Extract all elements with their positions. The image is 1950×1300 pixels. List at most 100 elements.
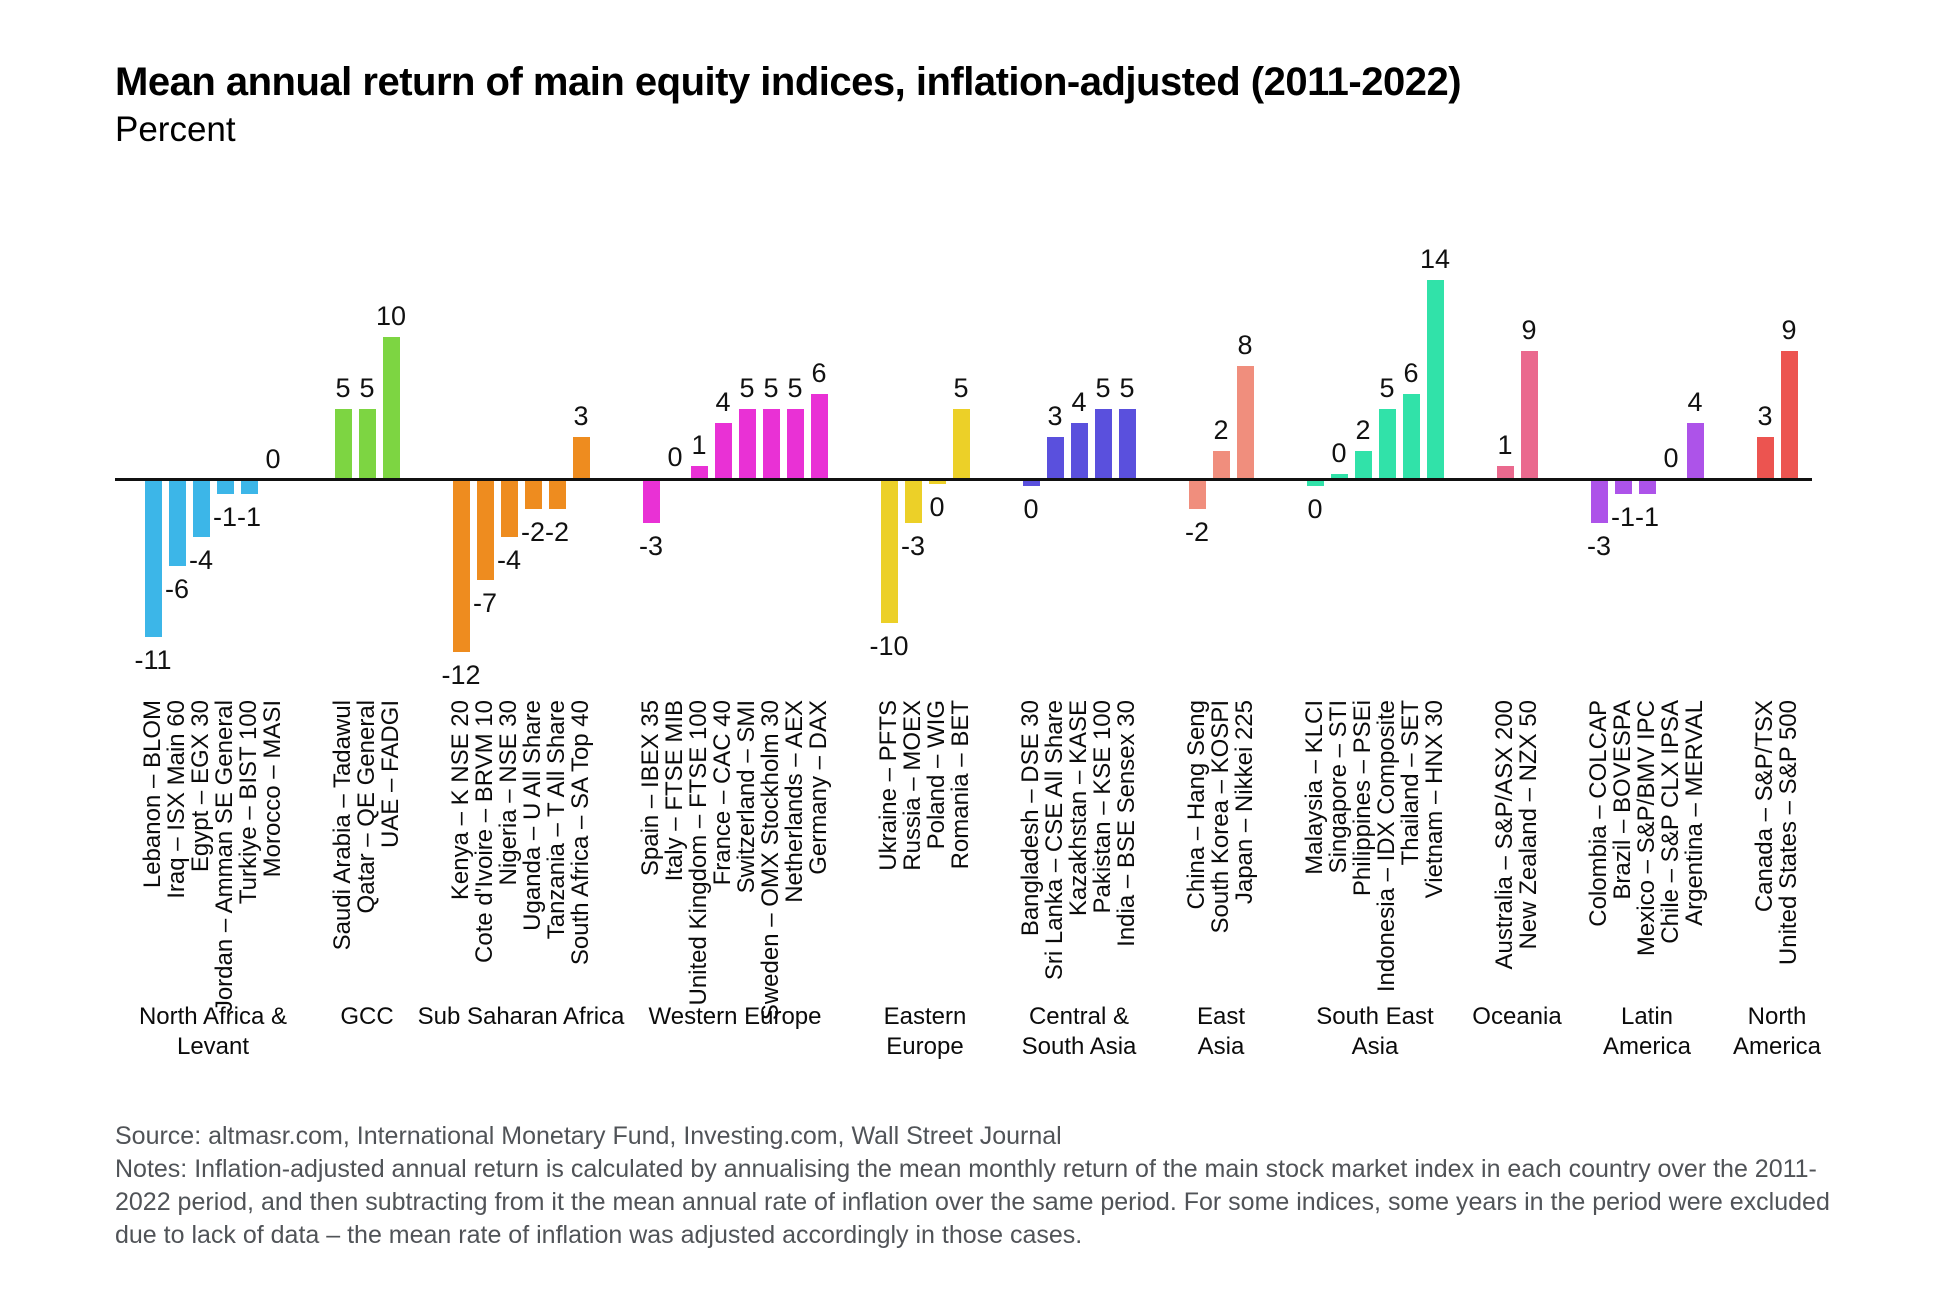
chart-title: Mean annual return of main equity indice… (115, 60, 1462, 104)
region-label-line: Levant (176, 1033, 250, 1060)
bar (928, 480, 946, 484)
value-label: 5 (1095, 372, 1111, 403)
bar (1118, 408, 1136, 480)
country-label-text: New Zealand – NZX 50 (1515, 700, 1542, 950)
value-label: 0 (1023, 494, 1039, 525)
value-label: -4 (188, 545, 213, 576)
region-label: Latin America (1517, 1002, 1777, 1062)
bar (762, 408, 780, 480)
region-label-line: South East (1316, 1003, 1434, 1030)
bar (1756, 437, 1774, 480)
value-label: 2 (1213, 415, 1229, 446)
region-label-line: South Asia (1021, 1033, 1137, 1060)
country-label: United States – S&P 500 (1775, 700, 1803, 965)
value-label: 10 (375, 301, 407, 331)
bar (240, 480, 258, 495)
value-label: -7 (472, 588, 497, 619)
value-label: -4 (496, 545, 521, 576)
bar (1520, 351, 1538, 480)
bar (1354, 451, 1372, 480)
bar (904, 480, 922, 523)
bar (1094, 408, 1112, 480)
bar (1046, 437, 1064, 480)
chart-subtitle: Percent (115, 110, 236, 149)
bar (1378, 408, 1396, 480)
value-label: 5 (763, 372, 779, 403)
bar (358, 408, 376, 480)
region-label: Eastern Europe (795, 1002, 1055, 1062)
value-label: 4 (715, 386, 731, 417)
bar (548, 480, 566, 509)
country-label: India – BSE Sensex 30 (1113, 700, 1141, 947)
value-label: -2 (544, 516, 569, 547)
bar (1070, 422, 1088, 480)
value-label: 14 (1419, 243, 1451, 274)
value-label: 1 (1497, 429, 1513, 460)
bar (1426, 279, 1444, 480)
value-label: 0 (1307, 494, 1323, 525)
value-label: -3 (638, 530, 663, 561)
value-label: -12 (441, 659, 481, 690)
bar (1402, 394, 1420, 480)
bar (334, 408, 352, 480)
value-label: -3 (1586, 530, 1611, 561)
country-label: Romania – BET (947, 700, 975, 869)
value-label: 5 (953, 372, 969, 403)
value-label: -1 (212, 502, 237, 533)
region-label-line: Western Europe (648, 1003, 822, 1030)
bar (1236, 365, 1254, 480)
bar (1330, 473, 1348, 480)
region-label: East Asia (1091, 1002, 1351, 1062)
bar (1590, 480, 1608, 523)
value-label: -1 (236, 502, 261, 533)
region-label-line: Central & (1028, 1003, 1130, 1030)
region-label-line: Oceania (1472, 1003, 1562, 1030)
region-label: Central & South Asia (949, 1002, 1209, 1062)
country-label-text: UAE – FADGI (377, 700, 404, 849)
value-label: 1 (691, 429, 707, 460)
value-label: -1 (1634, 502, 1659, 533)
region-label: Oceania (1387, 1002, 1647, 1032)
value-label: 3 (1047, 401, 1063, 432)
bar (714, 422, 732, 480)
value-label: 5 (787, 372, 803, 403)
bar (738, 408, 756, 480)
region-label: North Africa & Levant (83, 1002, 343, 1062)
region-label: Western Europe (605, 1002, 865, 1032)
region-label-line: Asia (1351, 1033, 1399, 1060)
value-label: 5 (359, 372, 375, 403)
region-label-line: North (1747, 1003, 1807, 1030)
region-label: Sub Saharan Africa (391, 1002, 651, 1032)
country-label-text: Morocco – MASI (259, 700, 286, 878)
bar (1188, 480, 1206, 509)
value-label: 8 (1237, 329, 1253, 360)
value-label: -11 (134, 645, 172, 676)
bar (524, 480, 542, 509)
value-label: 3 (1757, 401, 1773, 432)
value-label: 0 (1331, 437, 1347, 468)
country-label-text: United States – S&P 500 (1775, 700, 1802, 966)
bar (476, 480, 494, 581)
bar (1638, 480, 1656, 495)
value-label: 0 (929, 491, 945, 522)
value-label: 0 (667, 441, 683, 472)
bar (786, 408, 804, 480)
value-label: 2 (1355, 415, 1371, 446)
value-label: 5 (1379, 372, 1395, 403)
bar (1022, 480, 1040, 487)
country-label-text: Romania – BET (947, 700, 974, 870)
bar (642, 480, 660, 523)
country-label: Argentina – MERVAL (1681, 700, 1709, 926)
bar (1212, 451, 1230, 480)
region-label: North America (1647, 1002, 1907, 1062)
value-label: 0 (265, 444, 281, 474)
bar (1496, 465, 1514, 480)
bar (572, 437, 590, 480)
value-label: 9 (1521, 315, 1537, 346)
bar (144, 480, 162, 638)
region-label-line: Asia (1197, 1033, 1245, 1060)
region-label-line: Europe (886, 1033, 964, 1060)
bar (382, 337, 400, 480)
country-label-text: Vietnam – HNX 30 (1421, 700, 1448, 899)
region-label-line: Eastern (883, 1003, 967, 1030)
